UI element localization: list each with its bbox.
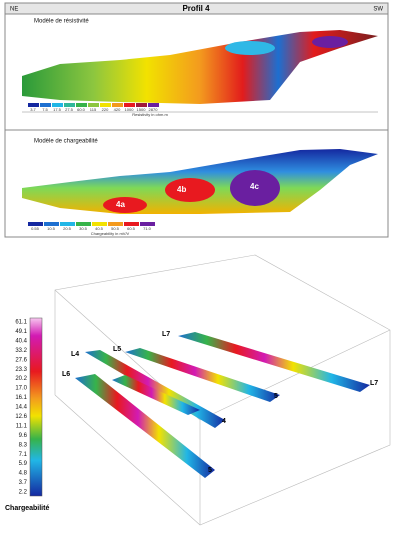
scale-label: 60.5 xyxy=(127,226,136,231)
scale-label: 7.5 xyxy=(42,107,48,112)
scale-swatch xyxy=(124,222,139,226)
colorbar-label: 4.8 xyxy=(19,471,28,477)
scale-label: 40.5 xyxy=(95,226,104,231)
colorbar-label: 20.2 xyxy=(15,376,27,382)
zone-label: 4b xyxy=(177,185,186,194)
res-title: Modèle de résistivité xyxy=(34,19,89,25)
chg-title: Modèle de chargeabilité xyxy=(34,139,98,145)
scale-label: 10.5 xyxy=(47,226,56,231)
colorbar-label: 17.0 xyxy=(15,386,27,392)
header-left: NE xyxy=(10,7,18,13)
line-label: L7 xyxy=(162,331,170,338)
colorbar-label: 33.2 xyxy=(15,348,27,354)
scale-swatch xyxy=(28,222,43,226)
colorbar xyxy=(29,317,43,497)
colorbar-label: 27.6 xyxy=(15,357,27,363)
line-label: L6 xyxy=(62,371,70,378)
colorbar-label: 61.1 xyxy=(15,320,27,326)
scale-label: 71.0 xyxy=(143,226,152,231)
colorbar-label: 2.2 xyxy=(19,490,28,496)
scale-label: 60.0 xyxy=(77,107,86,112)
line-label: L4 xyxy=(71,351,79,358)
header-right: SW xyxy=(373,7,383,13)
scale-label: 20.5 xyxy=(63,226,72,231)
scale-label: 1000 xyxy=(125,107,135,112)
scale-label: 2870 xyxy=(149,107,159,112)
anomaly xyxy=(225,41,275,55)
ribbon xyxy=(125,348,280,402)
header-title: Profil 4 xyxy=(182,4,210,13)
scale-swatch xyxy=(140,222,155,226)
colorbar-label: 16.1 xyxy=(15,395,27,401)
scale-swatch xyxy=(44,222,59,226)
line-label: L7 xyxy=(370,380,378,387)
colorbar-label: 9.6 xyxy=(19,433,28,439)
scale-swatch xyxy=(40,103,51,107)
colorbar-title: Chargeabilité xyxy=(5,505,49,512)
colorbar-label: 40.4 xyxy=(15,338,27,344)
line-label: L5 xyxy=(113,346,121,353)
scale-label: 220 xyxy=(102,107,109,112)
scale-swatch xyxy=(148,103,159,107)
zone-label: 4a xyxy=(116,200,125,209)
res-scale: 3.7 7.5 17.5 27.5 60.0 115 220 420 1000 1500 2870 xyxy=(28,103,159,112)
ribbon xyxy=(112,375,200,415)
colorbar-label: 49.1 xyxy=(15,329,27,335)
scale-swatch xyxy=(76,222,91,226)
scale-label: 420 xyxy=(114,107,121,112)
scale-swatch xyxy=(92,222,107,226)
colorbar-label: 8.3 xyxy=(19,442,28,448)
chg-scale: 0.55 10.5 20.5 30.5 40.5 50.5 60.5 71.0 xyxy=(28,222,155,231)
colorbar-label: 3.7 xyxy=(19,480,28,486)
line-label: 5 xyxy=(274,393,278,400)
colorbar-label: 11.1 xyxy=(16,423,28,429)
anomaly xyxy=(103,197,147,213)
colorbar-label: 5.9 xyxy=(19,461,28,467)
scale-swatch xyxy=(88,103,99,107)
zone-label: 4c xyxy=(250,182,259,191)
colorbar-label: 23.3 xyxy=(15,367,27,373)
scale-swatch xyxy=(28,103,39,107)
colorbar-label: 7.1 xyxy=(19,452,28,458)
anomaly xyxy=(312,36,348,48)
scale-label: 115 xyxy=(90,107,97,112)
ribbon xyxy=(178,332,370,392)
scale-swatch xyxy=(64,103,75,107)
scale-swatch xyxy=(108,222,123,226)
scale-label: 30.5 xyxy=(79,226,88,231)
header-bar xyxy=(4,2,389,15)
scale-swatch xyxy=(76,103,87,107)
scale-swatch xyxy=(100,103,111,107)
colorbar-label: 12.6 xyxy=(15,414,27,420)
anomaly xyxy=(230,170,280,206)
scale-swatch xyxy=(124,103,135,107)
scale-swatch xyxy=(136,103,147,107)
scale-label: 3.7 xyxy=(30,107,36,112)
scale-swatch xyxy=(60,222,75,226)
scale-label: 17.5 xyxy=(53,107,62,112)
scale-label: 0.55 xyxy=(31,226,40,231)
anomaly xyxy=(165,178,215,202)
chg-unit: Chargeability in mV/V xyxy=(91,231,130,236)
scale-label: 27.5 xyxy=(65,107,74,112)
colorbar-labels: 61.1 49.1 40.4 33.2 27.6 23.3 20.2 17.0 16.1 14.4… xyxy=(15,320,27,496)
scale-swatch xyxy=(52,103,63,107)
resistivity-section xyxy=(22,30,378,104)
line-label: 5 xyxy=(208,467,212,474)
scale-swatch xyxy=(112,103,123,107)
line-label: 4 xyxy=(222,418,226,425)
colorbar-label: 14.4 xyxy=(15,405,27,411)
scale-label: 50.5 xyxy=(111,226,120,231)
ribbon xyxy=(75,374,215,478)
scale-label: 1500 xyxy=(137,107,147,112)
res-unit: Resistivity in ohm.m xyxy=(132,112,168,117)
